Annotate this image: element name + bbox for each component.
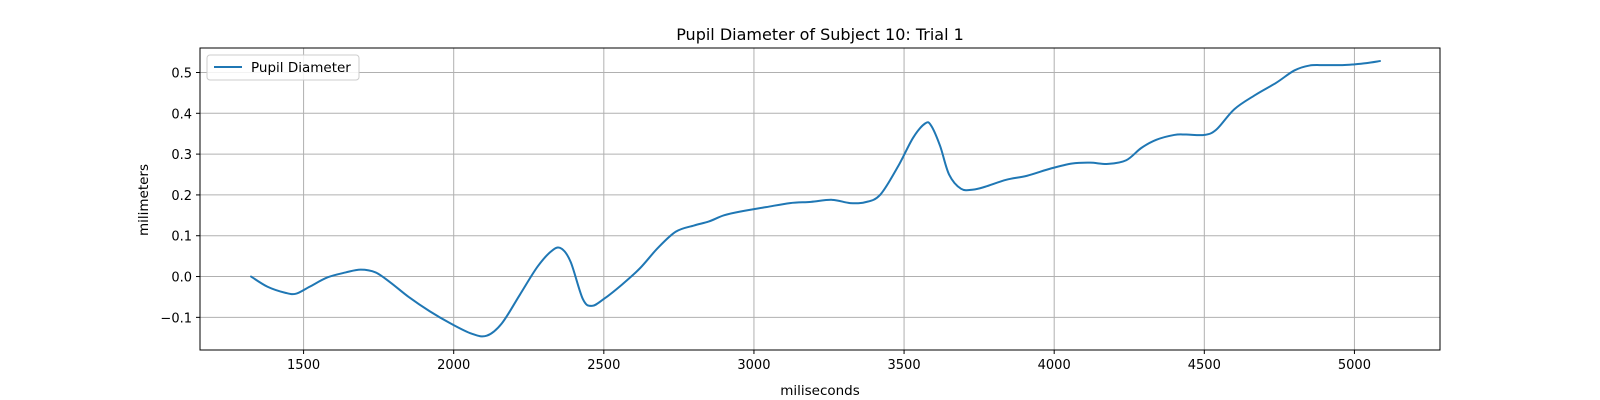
x-axis-label: miliseconds: [780, 383, 860, 399]
x-tick-label: 4000: [1038, 358, 1071, 373]
tick-layer: 1500 2000 2500 3000 3500 4000 4500 5000 −0.1 0.0 0…: [160, 66, 1371, 373]
y-tick-label: 0.1: [171, 230, 192, 245]
y-tick-label: 0.2: [171, 189, 192, 204]
x-tick-label: 5000: [1338, 358, 1371, 373]
grid-layer: [200, 48, 1440, 350]
y-axis-label: milimeters: [136, 164, 152, 236]
y-tick-label: −0.1: [160, 311, 192, 326]
chart-title: Pupil Diameter of Subject 10: Trial 1: [676, 25, 964, 44]
series-line-pupil-diameter: [250, 60, 1381, 338]
x-tick-label: 2000: [437, 358, 470, 373]
x-tick-label: 4500: [1188, 358, 1221, 373]
y-tick-label: 0.3: [171, 148, 192, 163]
y-tick-label: 0.5: [171, 66, 192, 81]
legend: Pupil Diameter: [206, 54, 360, 81]
legend-box: [206, 54, 360, 81]
x-tick-label: 1500: [287, 358, 320, 373]
plot-area: [199, 47, 1441, 351]
legend-label: Pupil Diameter: [251, 60, 351, 76]
x-tick-label: 3500: [888, 358, 921, 373]
y-tick-label: 0.0: [171, 271, 192, 286]
x-tick-label: 3000: [737, 358, 770, 373]
y-tick-label: 0.4: [171, 107, 192, 122]
series-layer: [250, 60, 1381, 338]
x-tick-label: 2500: [587, 358, 620, 373]
